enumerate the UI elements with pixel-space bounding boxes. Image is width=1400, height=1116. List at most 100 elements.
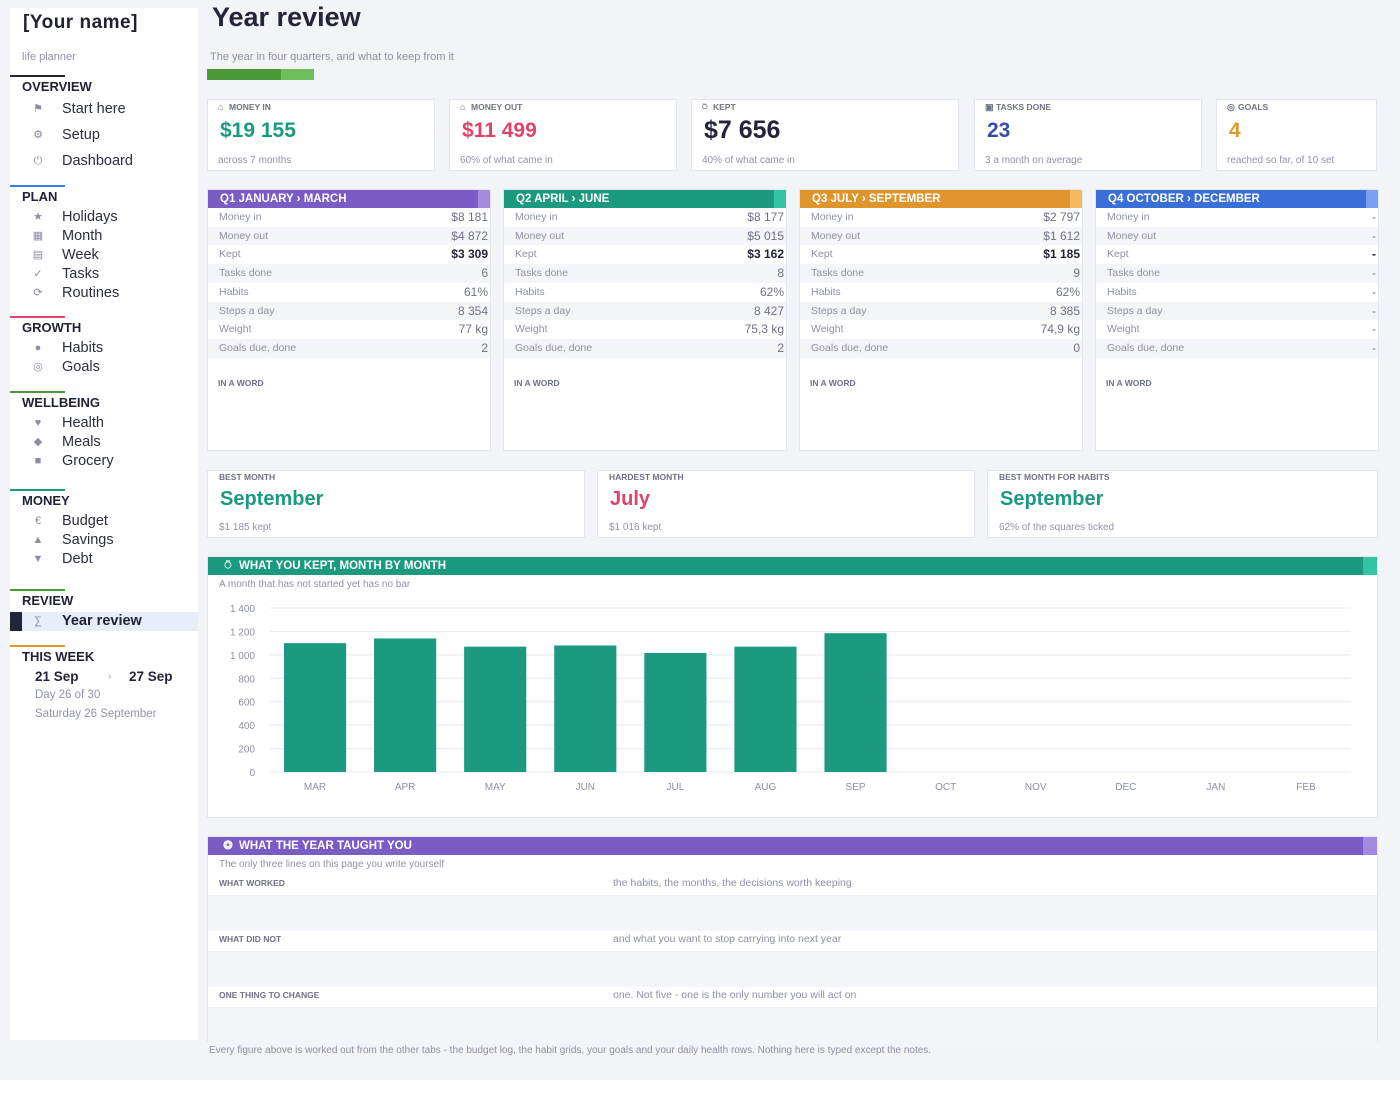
quarter-row-money-in: Money in - (1096, 208, 1378, 227)
day-counter: Day 26 of 30 (35, 689, 101, 701)
row-value: 0 (1073, 340, 1080, 355)
row-label: Goals due, done (219, 341, 297, 354)
kpi-note: 3 a month on average (985, 155, 1083, 166)
sidebar-item-habits[interactable]: ● Habits (10, 339, 198, 358)
sidebar-item-year-review[interactable]: ∑ Year review (10, 612, 198, 631)
highlight-card-hardest-month: HARDEST MONTH July $1 016 kept (597, 470, 975, 538)
sidebar-item-month[interactable]: ▦ Month (10, 227, 198, 246)
row-label: Kept (1107, 248, 1129, 261)
kpi-value: $19 155 (220, 119, 296, 142)
sidebar-item-debt[interactable]: ▼ Debt (10, 550, 198, 569)
chart-title: WHAT YOU KEPT, MONTH BY MONTH (239, 560, 446, 572)
y-tick-label: 400 (238, 721, 255, 732)
calendar-month-icon: ▦ (32, 230, 44, 242)
row-label: Weight (811, 323, 844, 336)
sidebar-item-start-here[interactable]: ⚑ Start here (10, 100, 198, 119)
quarter-row-goals-due-done: Goals due, done 0 (800, 338, 1082, 358)
bar-sep (824, 633, 887, 772)
section-accent-line (10, 75, 65, 77)
row-label: Steps a day (515, 304, 571, 317)
reflection-label: WHAT DID NOT (219, 934, 282, 944)
kpi-label: ⌂ MONEY OUT (460, 102, 523, 112)
quarter-row-money-out: Money out $5 015 (504, 226, 786, 246)
sidebar-item-health[interactable]: ♥ Health (10, 414, 198, 433)
section-heading-plan: PLAN (10, 185, 198, 206)
row-value: 77 kg (458, 322, 488, 337)
x-tick-label: MAY (485, 782, 506, 793)
sidebar-item-tasks[interactable]: ✓ Tasks (10, 265, 198, 284)
section-heading-review: REVIEW (10, 589, 198, 610)
row-label: Habits (219, 285, 249, 298)
y-tick-label: 800 (238, 674, 255, 685)
app-frame: [Your name] life planner OVERVIEW ⚑ Start … (0, 0, 1400, 1080)
header-tip (1363, 557, 1377, 575)
in-a-word-field[interactable] (1096, 396, 1378, 450)
row-value: 61% (463, 284, 488, 299)
in-a-word-label: IN A WORD (514, 378, 560, 388)
in-a-word-label: IN A WORD (1106, 378, 1152, 388)
quarter-row-tasks-done: Tasks done 6 (208, 264, 490, 283)
moneybag-icon: ⍥ (224, 560, 232, 572)
sidebar-item-label: Week (62, 247, 99, 263)
sidebar-item-savings[interactable]: ▲ Savings (10, 531, 198, 550)
quarter-card-q2: Q2 APRIL › JUNE Money in $8 177 Money out $5… (503, 189, 787, 451)
sidebar-item-budget[interactable]: € Budget (10, 512, 198, 531)
sidebar-item-holidays[interactable]: ★ Holidays (10, 208, 198, 227)
sidebar-item-setup[interactable]: ⚙ Setup (10, 126, 198, 145)
kpi-value: 4 (1229, 119, 1241, 142)
y-tick-label: 600 (238, 698, 255, 709)
row-value: 62% (1055, 284, 1080, 299)
header-tip (478, 190, 490, 208)
reflection-input[interactable] (208, 895, 1377, 931)
sidebar-item-meals[interactable]: ◆ Meals (10, 433, 198, 452)
sidebar-item-label: Habits (62, 340, 104, 356)
row-label: Kept (219, 248, 241, 261)
sidebar-item-label: Dashboard (62, 153, 133, 169)
bar-jul (644, 652, 707, 772)
sidebar-item-routines[interactable]: ⟳ Routines (10, 284, 198, 303)
sidebar-item-label: Meals (62, 434, 101, 450)
chart-subtitle: A month that has not started yet has no … (219, 579, 411, 590)
row-label: Goals due, done (1107, 341, 1185, 354)
quarter-row-money-in: Money in $8 181 (208, 208, 490, 227)
sidebar-item-grocery[interactable]: ■ Grocery (10, 452, 198, 471)
this-week-section: THIS WEEK (10, 645, 198, 666)
reflection-input[interactable] (208, 1007, 1377, 1043)
section-heading-this-week: THIS WEEK (10, 645, 198, 666)
sidebar-item-label: Budget (62, 513, 108, 529)
row-label: Goals due, done (811, 341, 889, 354)
in-a-word-field[interactable] (208, 396, 490, 450)
highlight-card-best-month: BEST MONTH September $1 185 kept (207, 470, 585, 538)
sidebar-item-goals[interactable]: ◎ Goals (10, 358, 198, 377)
row-label: Money out (811, 229, 861, 242)
sidebar-item-dashboard[interactable]: ⏻ Dashboard (10, 152, 198, 171)
row-label: Money out (1107, 229, 1157, 242)
row-label: Tasks done (1107, 267, 1161, 280)
in-a-word-field[interactable] (504, 396, 786, 450)
sidebar-item-week[interactable]: ▤ Week (10, 246, 198, 265)
week-end: 27 Sep (129, 669, 173, 684)
quarter-row-kept: Kept $1 185 (800, 245, 1082, 264)
x-tick-label: AUG (755, 782, 777, 793)
quarter-row-money-in: Money in $2 797 (800, 208, 1082, 227)
kpi-value: 23 (987, 119, 1011, 142)
reflection-input[interactable] (208, 951, 1377, 987)
quarter-row-habits: Habits - (1096, 283, 1378, 302)
nav-section-review: REVIEW ∑ Year review (10, 589, 198, 631)
in-a-word-field[interactable] (800, 396, 1082, 450)
row-value: - (1372, 266, 1376, 281)
gear-icon: ⚙ (33, 129, 43, 141)
kpi-note: 60% of what came in (460, 155, 553, 166)
row-label: Kept (515, 248, 537, 261)
x-tick-label: DEC (1115, 782, 1136, 793)
bar-may (464, 646, 527, 772)
quarter-header: Q4 OCTOBER › DECEMBER (1096, 190, 1378, 208)
row-value: - (1372, 210, 1376, 224)
sidebar-item-label: Health (62, 415, 104, 431)
kpi-label: ⍥ KEPT (702, 102, 736, 112)
row-label: Money in (515, 211, 558, 223)
row-value: - (1372, 247, 1376, 262)
current-date: Saturday 26 September (35, 708, 157, 720)
row-label: Weight (1107, 323, 1140, 336)
in-a-word-label: IN A WORD (810, 378, 856, 388)
